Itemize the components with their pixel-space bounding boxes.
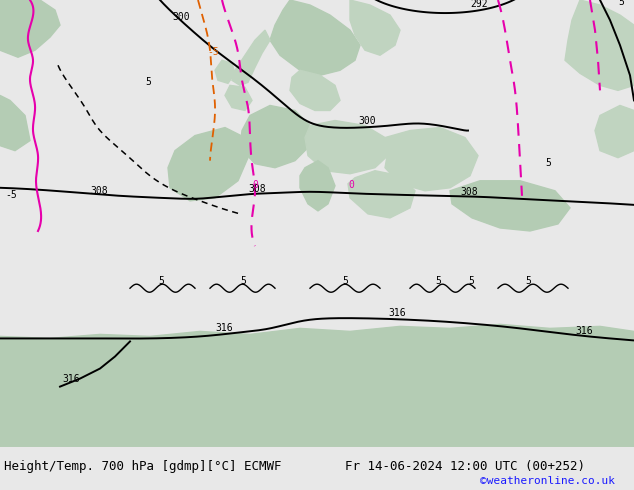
- Text: 5: 5: [158, 276, 164, 286]
- Polygon shape: [350, 0, 400, 55]
- Polygon shape: [215, 60, 235, 83]
- Polygon shape: [240, 105, 310, 168]
- Text: 5: 5: [240, 276, 246, 286]
- Polygon shape: [0, 324, 634, 447]
- Text: 5: 5: [342, 276, 348, 286]
- Text: 308: 308: [248, 184, 266, 194]
- Text: ©weatheronline.co.uk: ©weatheronline.co.uk: [480, 476, 615, 486]
- Text: 5: 5: [468, 276, 474, 286]
- Polygon shape: [225, 85, 252, 110]
- Text: 5: 5: [545, 158, 551, 168]
- Text: 5: 5: [435, 276, 441, 286]
- Polygon shape: [290, 70, 340, 110]
- Text: 0: 0: [252, 180, 258, 190]
- Text: 316: 316: [575, 326, 593, 337]
- Text: Fr 14-06-2024 12:00 UTC (00+252): Fr 14-06-2024 12:00 UTC (00+252): [345, 460, 585, 473]
- Polygon shape: [168, 127, 248, 201]
- Text: 5: 5: [525, 276, 531, 286]
- Polygon shape: [300, 161, 335, 211]
- Text: 5: 5: [145, 77, 151, 87]
- Text: 5: 5: [618, 0, 624, 7]
- Text: 308: 308: [90, 186, 108, 196]
- Text: 316: 316: [215, 323, 233, 333]
- Text: 316: 316: [388, 308, 406, 318]
- Text: Height/Temp. 700 hPa [gdmp][°C] ECMWF: Height/Temp. 700 hPa [gdmp][°C] ECMWF: [4, 460, 281, 473]
- Polygon shape: [595, 105, 634, 158]
- Polygon shape: [385, 127, 478, 191]
- Polygon shape: [348, 171, 415, 218]
- Text: -5: -5: [5, 190, 16, 200]
- Polygon shape: [232, 30, 270, 85]
- Polygon shape: [565, 0, 634, 90]
- Text: 308: 308: [460, 187, 477, 197]
- Text: 300: 300: [358, 116, 375, 125]
- Text: -5: -5: [207, 47, 219, 57]
- Polygon shape: [0, 0, 60, 57]
- Polygon shape: [450, 181, 570, 231]
- Polygon shape: [305, 121, 390, 174]
- Polygon shape: [0, 96, 30, 150]
- Text: 316: 316: [62, 373, 80, 384]
- Text: 0: 0: [348, 180, 354, 190]
- Text: 292: 292: [470, 0, 488, 9]
- Polygon shape: [270, 0, 360, 75]
- Text: 300: 300: [172, 12, 190, 22]
